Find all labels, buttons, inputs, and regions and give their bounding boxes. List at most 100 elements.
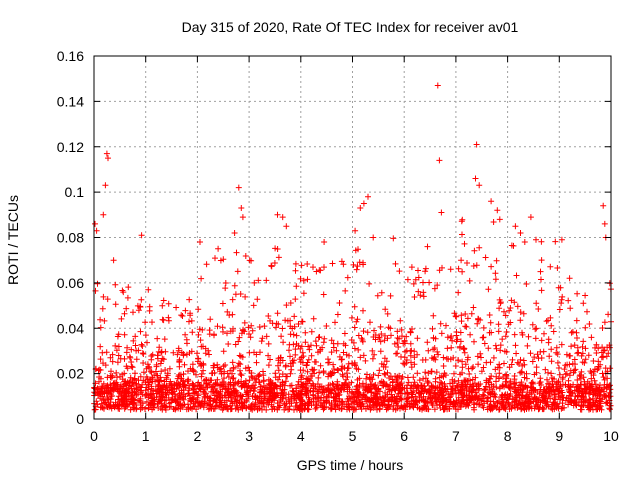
- data-point: [335, 392, 342, 399]
- data-point: [107, 354, 114, 361]
- data-point: [395, 344, 402, 350]
- data-point: [218, 402, 225, 409]
- data-point: [137, 373, 144, 380]
- data-point: [568, 390, 575, 397]
- data-point: [492, 394, 499, 401]
- data-point: [97, 316, 104, 323]
- data-point: [325, 392, 332, 398]
- data-point: [507, 391, 514, 397]
- data-point: [182, 331, 189, 338]
- data-point: [339, 399, 346, 406]
- data-point: [473, 262, 480, 269]
- data-point: [300, 353, 307, 360]
- data-point: [416, 377, 423, 384]
- data-point: [313, 268, 320, 275]
- data-point: [508, 242, 515, 249]
- data-point: [494, 207, 501, 214]
- data-point: [497, 347, 504, 354]
- data-point: [545, 386, 552, 393]
- data-point: [436, 374, 443, 381]
- x-tick-label: 5: [349, 428, 357, 444]
- data-point: [394, 350, 401, 357]
- data-point: [166, 404, 173, 411]
- data-point: [250, 302, 257, 309]
- data-point: [330, 361, 337, 368]
- data-point: [459, 391, 466, 398]
- data-point: [156, 378, 163, 385]
- data-point: [557, 284, 564, 291]
- data-point: [138, 232, 145, 239]
- data-point: [131, 388, 138, 395]
- y-tick-label: 0.1: [65, 184, 85, 200]
- data-point: [595, 392, 601, 399]
- data-point: [550, 328, 557, 335]
- data-point: [114, 333, 121, 340]
- data-point: [195, 331, 202, 338]
- data-point: [515, 400, 522, 407]
- data-point: [514, 359, 521, 366]
- data-point: [439, 402, 446, 409]
- data-point: [92, 220, 98, 227]
- data-point: [446, 394, 453, 401]
- data-point: [124, 294, 131, 301]
- data-point: [271, 260, 278, 266]
- data-point: [543, 318, 550, 325]
- data-point: [523, 281, 530, 287]
- data-point: [163, 396, 170, 403]
- data-point: [574, 377, 581, 383]
- data-point: [460, 382, 467, 389]
- data-point: [397, 390, 404, 397]
- data-point: [236, 352, 243, 359]
- data-point: [193, 371, 199, 378]
- data-point: [175, 347, 182, 354]
- data-point: [401, 361, 408, 368]
- data-point: [231, 230, 238, 236]
- data-point: [121, 310, 128, 317]
- data-point: [462, 323, 469, 330]
- data-point: [433, 385, 439, 392]
- data-point: [276, 373, 283, 380]
- data-point: [269, 395, 276, 402]
- data-point: [604, 344, 611, 351]
- data-point: [533, 364, 540, 371]
- data-point: [273, 320, 280, 327]
- data-point: [586, 384, 593, 391]
- data-point: [508, 297, 515, 304]
- data-point: [475, 316, 482, 323]
- data-point: [460, 393, 467, 400]
- data-point: [317, 402, 324, 409]
- data-point: [398, 326, 405, 333]
- data-point: [257, 383, 264, 390]
- data-point: [565, 377, 572, 384]
- data-point: [274, 385, 280, 392]
- data-point: [414, 370, 421, 377]
- data-point: [339, 356, 345, 363]
- data-point: [439, 385, 446, 392]
- data-point: [123, 349, 130, 356]
- data-point: [511, 373, 518, 379]
- data-point: [578, 368, 585, 375]
- data-point: [235, 184, 242, 191]
- data-point: [99, 383, 106, 390]
- data-point: [160, 356, 167, 363]
- data-point: [525, 333, 532, 340]
- data-point: [387, 325, 394, 332]
- data-point: [411, 354, 418, 361]
- data-point: [346, 352, 352, 359]
- data-point: [580, 338, 587, 345]
- y-axis-label: ROTI / TECUs: [5, 195, 21, 285]
- data-point: [474, 320, 481, 327]
- data-point: [474, 353, 481, 360]
- data-point: [353, 318, 360, 325]
- data-point: [529, 321, 536, 328]
- data-point: [600, 202, 607, 209]
- data-point: [230, 365, 237, 372]
- x-tick-label: 1: [142, 428, 150, 444]
- data-point: [363, 405, 369, 412]
- y-tick-label: 0.16: [57, 48, 84, 64]
- data-point: [570, 369, 577, 376]
- data-point: [109, 358, 116, 365]
- data-point: [531, 354, 538, 361]
- data-point: [598, 386, 605, 393]
- data-point: [434, 348, 441, 355]
